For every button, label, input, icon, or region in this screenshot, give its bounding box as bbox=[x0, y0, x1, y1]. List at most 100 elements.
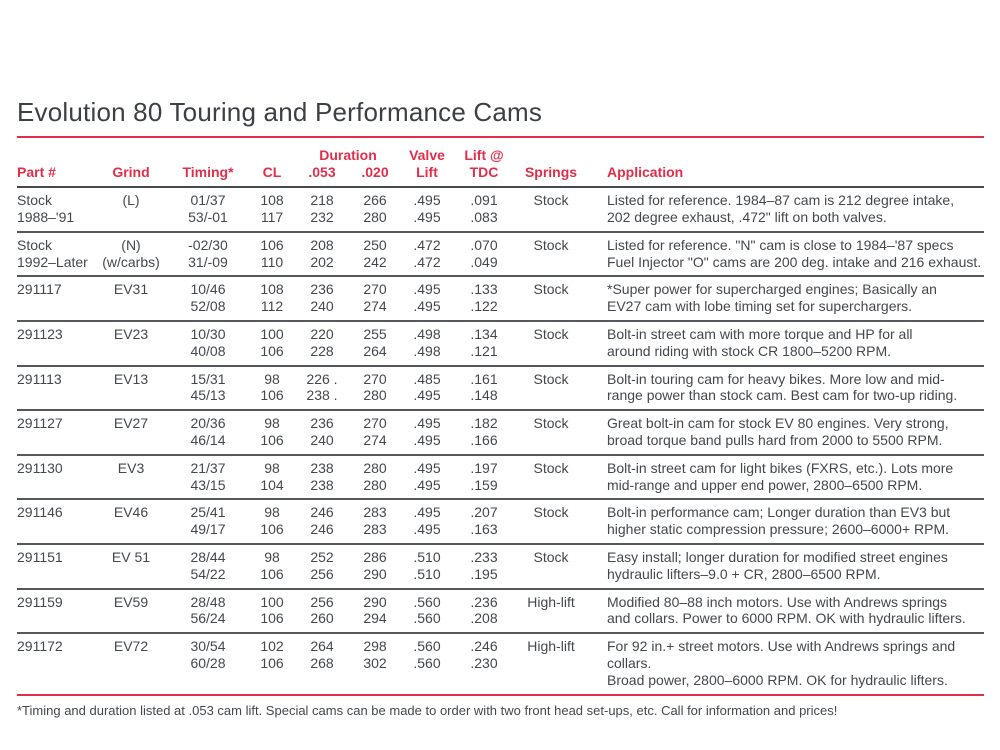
cell-grind: EV46 bbox=[113, 504, 149, 521]
cell-springs: Stock bbox=[533, 281, 569, 298]
table-row: Stock 1988–'91 (L) 01/37 53/-01 108 117 218… bbox=[17, 187, 984, 232]
cell-d020: 270 280 bbox=[363, 370, 387, 404]
cell-cl: 98 104 bbox=[260, 459, 284, 493]
cell-grind: (L) bbox=[122, 192, 140, 209]
cell-application: Great bolt-in cam for stock EV 80 engine… bbox=[607, 415, 949, 448]
cell-part: 291123 bbox=[17, 325, 63, 342]
cell-grind: EV59 bbox=[113, 593, 149, 610]
cell-grind: EV 51 bbox=[111, 548, 151, 565]
cell-grind: EV3 bbox=[117, 459, 145, 476]
cell-lift-tdc: .070 .049 bbox=[470, 236, 498, 270]
cell-grind: EV31 bbox=[113, 281, 149, 298]
cell-application: Modified 80–88 inch motors. Use with And… bbox=[607, 593, 966, 627]
col-header-lift-tdc: TDC bbox=[453, 164, 515, 189]
cell-springs: Stock bbox=[533, 504, 569, 521]
header-spacer bbox=[17, 138, 295, 164]
col-header-application: Application bbox=[587, 164, 984, 189]
title-divider bbox=[17, 136, 984, 138]
cell-d020: 255 264 bbox=[363, 325, 387, 359]
col-header-valve-top: Valve bbox=[409, 147, 445, 163]
cell-lift-tdc: .207 .163 bbox=[470, 504, 498, 538]
cell-springs: Stock bbox=[533, 325, 569, 342]
cell-cl: 102 106 bbox=[260, 638, 284, 671]
cell-springs: Stock bbox=[533, 459, 569, 476]
cell-grind: EV13 bbox=[113, 370, 149, 387]
header-row: Part # Grind Timing* CL .053 .020 Lift T… bbox=[17, 164, 984, 189]
cell-timing: 21/37 43/15 bbox=[190, 459, 226, 493]
cell-timing: 10/46 52/08 bbox=[190, 281, 226, 315]
cell-timing: 28/48 56/24 bbox=[190, 593, 226, 627]
cell-valve-lift: .495 .495 bbox=[413, 415, 441, 448]
cell-timing: 01/37 53/-01 bbox=[188, 192, 228, 225]
table-row: 291123 EV23 10/30 40/08 100 106 220 228 255… bbox=[17, 321, 984, 366]
table-row: 291117 EV31 10/46 52/08 108 112 236 240 270… bbox=[17, 276, 984, 321]
cell-valve-lift: .495 .495 bbox=[413, 281, 441, 315]
cell-lift-tdc: .197 .159 bbox=[470, 459, 498, 493]
cell-part: 291127 bbox=[17, 415, 63, 432]
cell-d053: 238 238 bbox=[310, 459, 334, 493]
cell-lift-tdc: .246 .230 bbox=[470, 638, 498, 671]
cam-spec-table: Duration Valve Lift @ Part # Grind Timin… bbox=[17, 138, 984, 696]
col-header-timing: Timing* bbox=[167, 164, 249, 189]
cell-springs: Stock bbox=[533, 415, 569, 432]
cell-application: Easy install; longer duration for modifi… bbox=[607, 548, 948, 582]
col-header-duration-020: .020 bbox=[349, 164, 401, 189]
cell-springs: Stock bbox=[533, 192, 569, 209]
cell-cl: 98 106 bbox=[260, 504, 284, 538]
cell-grind: EV72 bbox=[113, 638, 149, 655]
table-row: 291113 EV13 15/31 45/13 98 106 226 . 238 .… bbox=[17, 366, 984, 411]
col-header-lift-at-top: Lift @ bbox=[464, 147, 504, 163]
cell-valve-lift: .498 .498 bbox=[413, 325, 441, 359]
cell-grind: EV27 bbox=[113, 415, 149, 432]
cell-lift-tdc: .182 .166 bbox=[470, 415, 498, 448]
col-header-cl: CL bbox=[249, 164, 295, 189]
table-row: 291127 EV27 20/36 46/14 98 106 236 240 270 … bbox=[17, 410, 984, 455]
cell-springs: High-lift bbox=[527, 593, 575, 610]
page-title: Evolution 80 Touring and Performance Cam… bbox=[17, 97, 543, 127]
cell-timing: 20/36 46/14 bbox=[190, 415, 226, 448]
cell-valve-lift: .560 .560 bbox=[413, 638, 441, 671]
cell-application: Bolt-in street cam with more torque and … bbox=[607, 325, 913, 359]
cell-cl: 98 106 bbox=[260, 370, 284, 404]
cell-d053: 220 228 bbox=[310, 325, 334, 359]
cell-cl: 98 106 bbox=[260, 548, 284, 582]
cell-lift-tdc: .236 .208 bbox=[470, 593, 498, 627]
cell-lift-tdc: .091 .083 bbox=[470, 192, 498, 225]
cell-valve-lift: .495 .495 bbox=[413, 192, 441, 225]
cell-part: 291130 bbox=[17, 459, 63, 476]
col-header-grind: Grind bbox=[95, 164, 167, 189]
cell-d053: 246 246 bbox=[310, 504, 334, 538]
cell-d053: 218 232 bbox=[310, 192, 334, 225]
table-row: 291130 EV3 21/37 43/15 98 104 238 238 280 2… bbox=[17, 455, 984, 500]
cell-part: Stock 1992–Later bbox=[17, 236, 88, 270]
cell-springs: Stock bbox=[533, 236, 569, 253]
cell-valve-lift: .560 .560 bbox=[413, 593, 441, 627]
cell-d020: 298 302 bbox=[363, 638, 387, 671]
cell-d020: 290 294 bbox=[363, 593, 387, 627]
cell-d020: 270 274 bbox=[363, 415, 387, 448]
cell-application: Bolt-in street cam for light bikes (FXRS… bbox=[607, 459, 954, 493]
cell-lift-tdc: .134 .121 bbox=[470, 325, 498, 359]
cell-timing: 25/41 49/17 bbox=[190, 504, 226, 538]
cell-springs: Stock bbox=[533, 370, 569, 387]
cell-application: Bolt-in touring cam for heavy bikes. Mor… bbox=[607, 370, 958, 404]
cell-d020: 280 280 bbox=[363, 459, 387, 493]
col-header-duration-group: Duration bbox=[319, 147, 377, 163]
header-spacer bbox=[515, 138, 984, 164]
cell-cl: 100 106 bbox=[260, 593, 284, 627]
cell-part: 291113 bbox=[17, 370, 62, 387]
cell-valve-lift: .510 .510 bbox=[413, 548, 441, 582]
col-header-duration-053: .053 bbox=[295, 164, 349, 189]
cell-cl: 108 117 bbox=[260, 192, 284, 225]
footnote: *Timing and duration listed at .053 cam … bbox=[17, 702, 838, 718]
cell-part: 291159 bbox=[17, 593, 63, 610]
cell-timing: 28/44 54/22 bbox=[190, 548, 226, 582]
cell-valve-lift: .472 .472 bbox=[413, 236, 441, 270]
table-row: 291172 EV72 30/54 60/28 102 106 264 268 298… bbox=[17, 633, 984, 695]
cell-d020: 283 283 bbox=[363, 504, 387, 538]
header-group-row: Duration Valve Lift @ bbox=[17, 138, 984, 164]
cell-part: 291151 bbox=[17, 548, 63, 565]
cell-part: 291146 bbox=[17, 504, 63, 521]
cell-cl: 98 106 bbox=[260, 415, 284, 448]
